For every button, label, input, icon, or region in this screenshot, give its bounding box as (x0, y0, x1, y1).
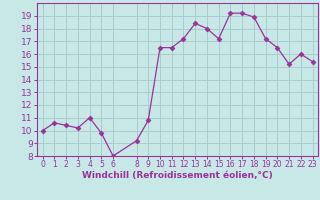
X-axis label: Windchill (Refroidissement éolien,°C): Windchill (Refroidissement éolien,°C) (82, 171, 273, 180)
